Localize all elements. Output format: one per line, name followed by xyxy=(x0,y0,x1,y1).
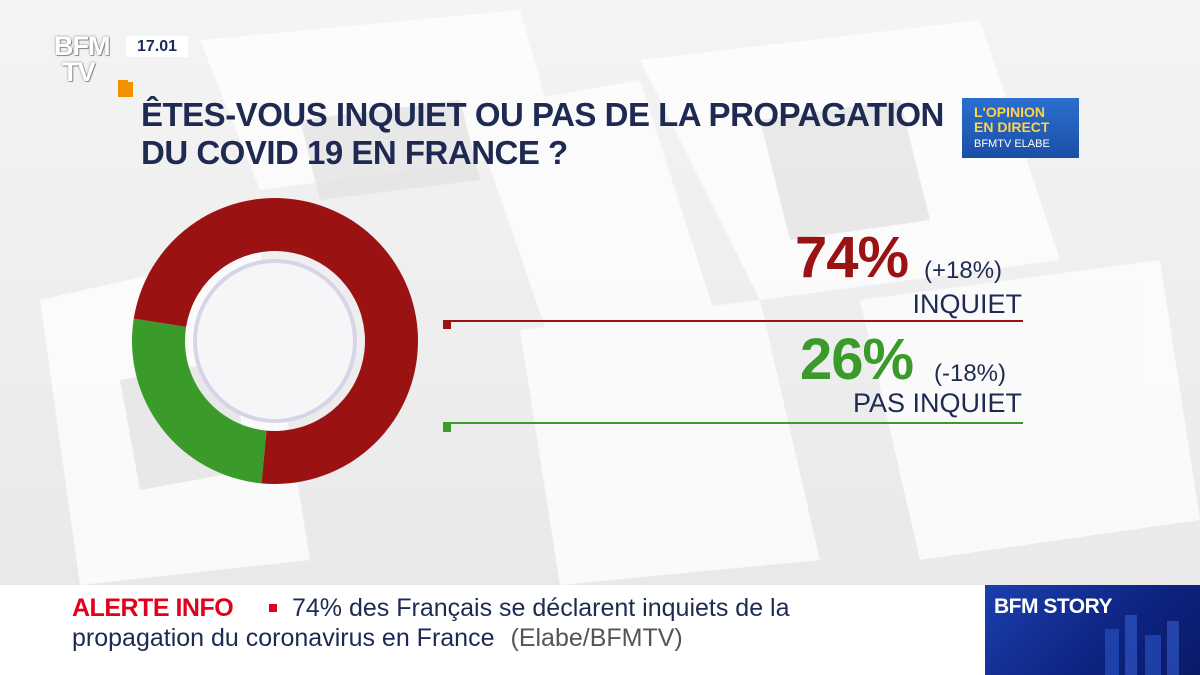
result-1-label: INQUIET xyxy=(912,289,1022,319)
ticker-source: (Elabe/BFMTV) xyxy=(510,624,683,652)
poll-question-line1: ÊTES-VOUS INQUIET OU PAS DE LA PROPAGATI… xyxy=(141,96,944,133)
badge-line3: BFMTV ELABE xyxy=(974,138,1050,150)
title-accent-square xyxy=(118,82,133,97)
opinion-badge: L'OPINION EN DIRECT BFMTV ELABE xyxy=(962,98,1079,158)
badge-line2: EN DIRECT xyxy=(974,119,1050,135)
donut-chart xyxy=(132,197,419,484)
ticker-line1: 74% des Français se déclarent inquiets d… xyxy=(292,594,790,622)
news-ticker xyxy=(0,585,985,675)
program-name: BFM STORY xyxy=(994,595,1113,618)
alert-label: ALERTE INFO xyxy=(72,594,234,622)
donut-slice-pas-inquiet xyxy=(132,318,267,484)
clock: 17.01 xyxy=(126,36,188,57)
poll-question-line2: DU COVID 19 EN FRANCE ? xyxy=(141,134,568,171)
result-1-tick xyxy=(443,321,451,329)
result-1-rule xyxy=(443,320,1023,322)
program-panel-decoration xyxy=(1105,615,1179,675)
result-2-label: PAS INQUIET xyxy=(852,388,1022,418)
result-2-change: (-18%) xyxy=(934,360,1007,387)
logo-text-bfm: BFM xyxy=(54,31,110,61)
bfmtv-logo: BFM TV xyxy=(54,31,128,89)
result-2-tick xyxy=(443,424,451,432)
graphic-background: BFM TV 17.01 ÊTES-VOUS INQUIET OU PAS DE… xyxy=(0,0,1200,585)
result-1-percent: 74% xyxy=(795,225,909,290)
badge-line1: L'OPINION xyxy=(974,104,1045,120)
result-1-change: (+18%) xyxy=(924,257,1003,284)
donut-hole xyxy=(193,259,357,423)
program-panel: BFM STORY xyxy=(985,585,1200,675)
poll-question: ÊTES-VOUS INQUIET OU PAS DE LA PROPAGATI… xyxy=(141,96,956,172)
result-2-percent: 26% xyxy=(800,327,914,392)
result-2-rule xyxy=(443,422,1023,424)
donut-slice-inquiet xyxy=(133,197,419,484)
ticker-line2-text: propagation du coronavirus en France xyxy=(72,624,495,652)
ticker-line2: propagation du coronavirus en France (Ela… xyxy=(72,624,683,652)
logo-text-tv: TV xyxy=(62,57,96,87)
alert-bullet xyxy=(269,604,277,612)
